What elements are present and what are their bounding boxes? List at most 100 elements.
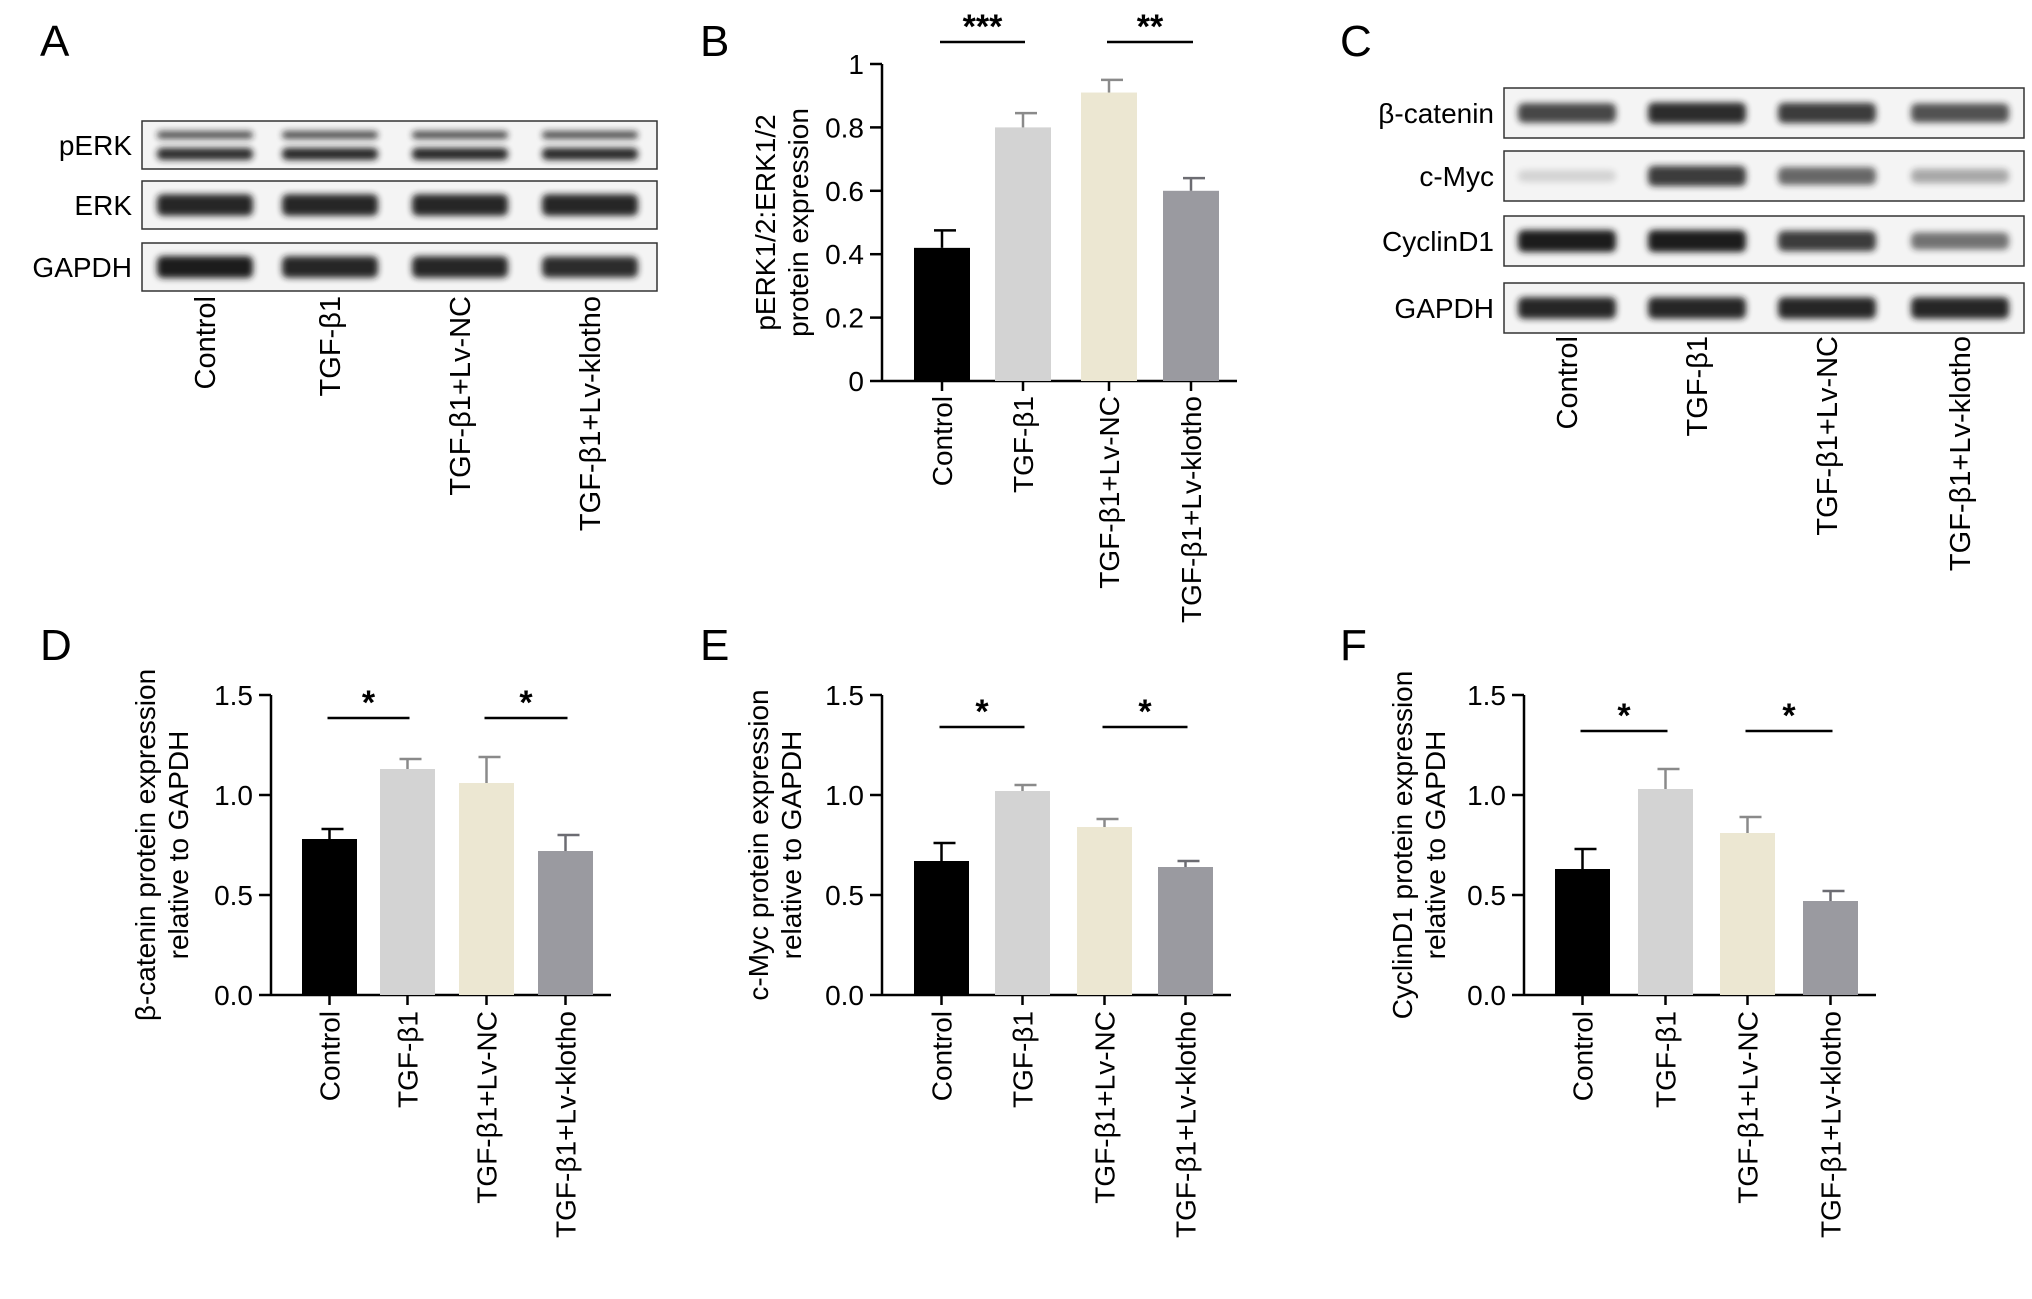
blot-band	[1778, 297, 1876, 319]
bar	[302, 839, 357, 995]
blot-band-lower	[282, 148, 378, 160]
bar-chart-b: 0 0.2 0.4 0.6 0.8 1 pERK1/2:ERK1/2 protein expr…	[750, 8, 1237, 623]
blot-band	[1778, 167, 1876, 185]
significance-label: *	[1617, 697, 1631, 735]
panel-letter-b: B	[700, 17, 729, 66]
blot-lane-label: TGF-β1	[315, 296, 347, 396]
x-tick-label: TGF-β1+Lv-klotho	[1176, 396, 1207, 623]
blot-band	[1911, 232, 2009, 250]
blot-band	[1648, 102, 1746, 124]
bar	[1720, 833, 1775, 995]
significance-label: *	[519, 684, 533, 722]
bar-chart-f: 0.0 0.5 1.0 1.5 CyclinD1 protein expression r…	[1387, 671, 1876, 1238]
significance-label: *	[1138, 693, 1152, 731]
y-axis-label: pERK1/2:ERK1/2	[750, 114, 781, 330]
y-tick-label: 1.0	[1467, 780, 1506, 811]
y-axis-label: relative to GAPDH	[1420, 731, 1451, 960]
blot-band	[1778, 230, 1876, 252]
x-tick-label: Control	[315, 1011, 346, 1101]
x-tick-label: TGF-β1+Lv-NC	[1090, 1011, 1121, 1204]
y-tick-label: 0.5	[825, 880, 864, 911]
blot-band	[1648, 230, 1746, 252]
y-tick-label: 0.8	[825, 112, 864, 143]
y-tick-label: 0.4	[825, 239, 864, 270]
panel-letter-e: E	[700, 621, 729, 670]
blot-band	[1518, 297, 1616, 319]
panel-letter-f: F	[1340, 621, 1367, 670]
bar	[914, 247, 970, 381]
x-tick-label: TGF-β1+Lv-NC	[472, 1011, 503, 1204]
blot-band	[1778, 102, 1876, 124]
bar-chart-e: 0.0 0.5 1.0 1.5 c-Myc protein expression rela…	[743, 680, 1231, 1238]
bar	[380, 769, 435, 995]
y-tick-label: 1.5	[1467, 680, 1506, 711]
x-tick-label: TGF-β1+Lv-klotho	[1171, 1011, 1202, 1238]
x-tick-label: TGF-β1+Lv-NC	[1733, 1011, 1764, 1204]
blot-lane-label: TGF-β1+Lv-NC	[445, 296, 477, 496]
blot-band	[157, 194, 253, 216]
blot-band	[282, 256, 378, 278]
x-tick-label: TGF-β1+Lv-klotho	[551, 1011, 582, 1238]
bar	[995, 791, 1050, 995]
blot-lane-label: Control	[190, 296, 222, 390]
y-tick-label: 0.5	[1467, 880, 1506, 911]
blot-band-lower	[542, 148, 638, 160]
blot-row-label: β-catenin	[1378, 98, 1494, 129]
blot-band	[1648, 297, 1746, 319]
y-tick-label: 0.5	[214, 880, 253, 911]
x-tick-label: TGF-β1	[1008, 1011, 1039, 1108]
blot-lane-label: TGF-β1+Lv-klotho	[575, 296, 607, 531]
x-tick-label: TGF-β1	[393, 1011, 424, 1108]
blot-band	[1911, 297, 2009, 319]
y-tick-label: 1.5	[825, 680, 864, 711]
bar	[1158, 867, 1213, 995]
western-blot-c: β-catenin c-Myc CyclinD1 GAPDH Control TGF-β1…	[1378, 87, 2025, 571]
blot-band	[1518, 103, 1616, 123]
blot-row-label: GAPDH	[1394, 293, 1494, 324]
x-tick-label: TGF-β1	[1008, 396, 1039, 493]
x-tick-label: TGF-β1	[1651, 1011, 1682, 1108]
blot-band-upper	[157, 131, 253, 139]
y-axis-label: relative to GAPDH	[776, 731, 807, 960]
y-tick-label: 0.0	[825, 980, 864, 1011]
bar	[538, 851, 593, 995]
blot-row-label: ERK	[74, 190, 132, 221]
y-axis-label: CyclinD1 protein expression	[1387, 671, 1418, 1020]
blot-band-lower	[157, 148, 253, 160]
blot-band	[1648, 165, 1746, 187]
significance-label: *	[362, 684, 376, 722]
bar	[914, 861, 969, 995]
y-tick-label: 0.0	[214, 980, 253, 1011]
blot-band	[1911, 168, 2009, 184]
blot-band	[1518, 230, 1616, 252]
y-axis-label: c-Myc protein expression	[743, 689, 774, 1000]
significance-label: ***	[963, 8, 1003, 46]
bar	[459, 783, 514, 995]
bar	[1077, 827, 1132, 995]
significance-label: *	[1782, 697, 1796, 735]
panel-letter-a: A	[40, 17, 70, 66]
x-tick-label: Control	[927, 1011, 958, 1101]
blot-band	[542, 256, 638, 278]
blot-membrane	[141, 120, 658, 170]
x-tick-label: Control	[927, 396, 958, 486]
y-axis-label: protein expression	[783, 108, 814, 337]
panel-letter-c: C	[1340, 17, 1372, 66]
blot-band	[282, 194, 378, 216]
y-axis-label: β-catenin protein expression	[130, 669, 161, 1021]
blot-lane-label: TGF-β1	[1682, 336, 1714, 436]
bar	[1638, 789, 1693, 995]
blot-band-upper	[282, 131, 378, 139]
blot-row-label: GAPDH	[32, 252, 132, 283]
x-tick-label: TGF-β1+Lv-klotho	[1816, 1011, 1847, 1238]
x-tick-label: Control	[1568, 1011, 1599, 1101]
significance-label: *	[975, 693, 989, 731]
blot-row-label: c-Myc	[1419, 161, 1494, 192]
y-tick-label: 1.0	[214, 780, 253, 811]
bar-chart-d: 0.0 0.5 1.0 1.5 β-catenin protein expression…	[130, 669, 611, 1238]
bar	[1081, 92, 1137, 381]
panel-letter-d: D	[40, 621, 72, 670]
y-tick-label: 1.0	[825, 780, 864, 811]
western-blot-a: pERK ERK GAPDH Control TGF-β1 TGF-β1+Lv-NC TGF…	[32, 120, 658, 531]
